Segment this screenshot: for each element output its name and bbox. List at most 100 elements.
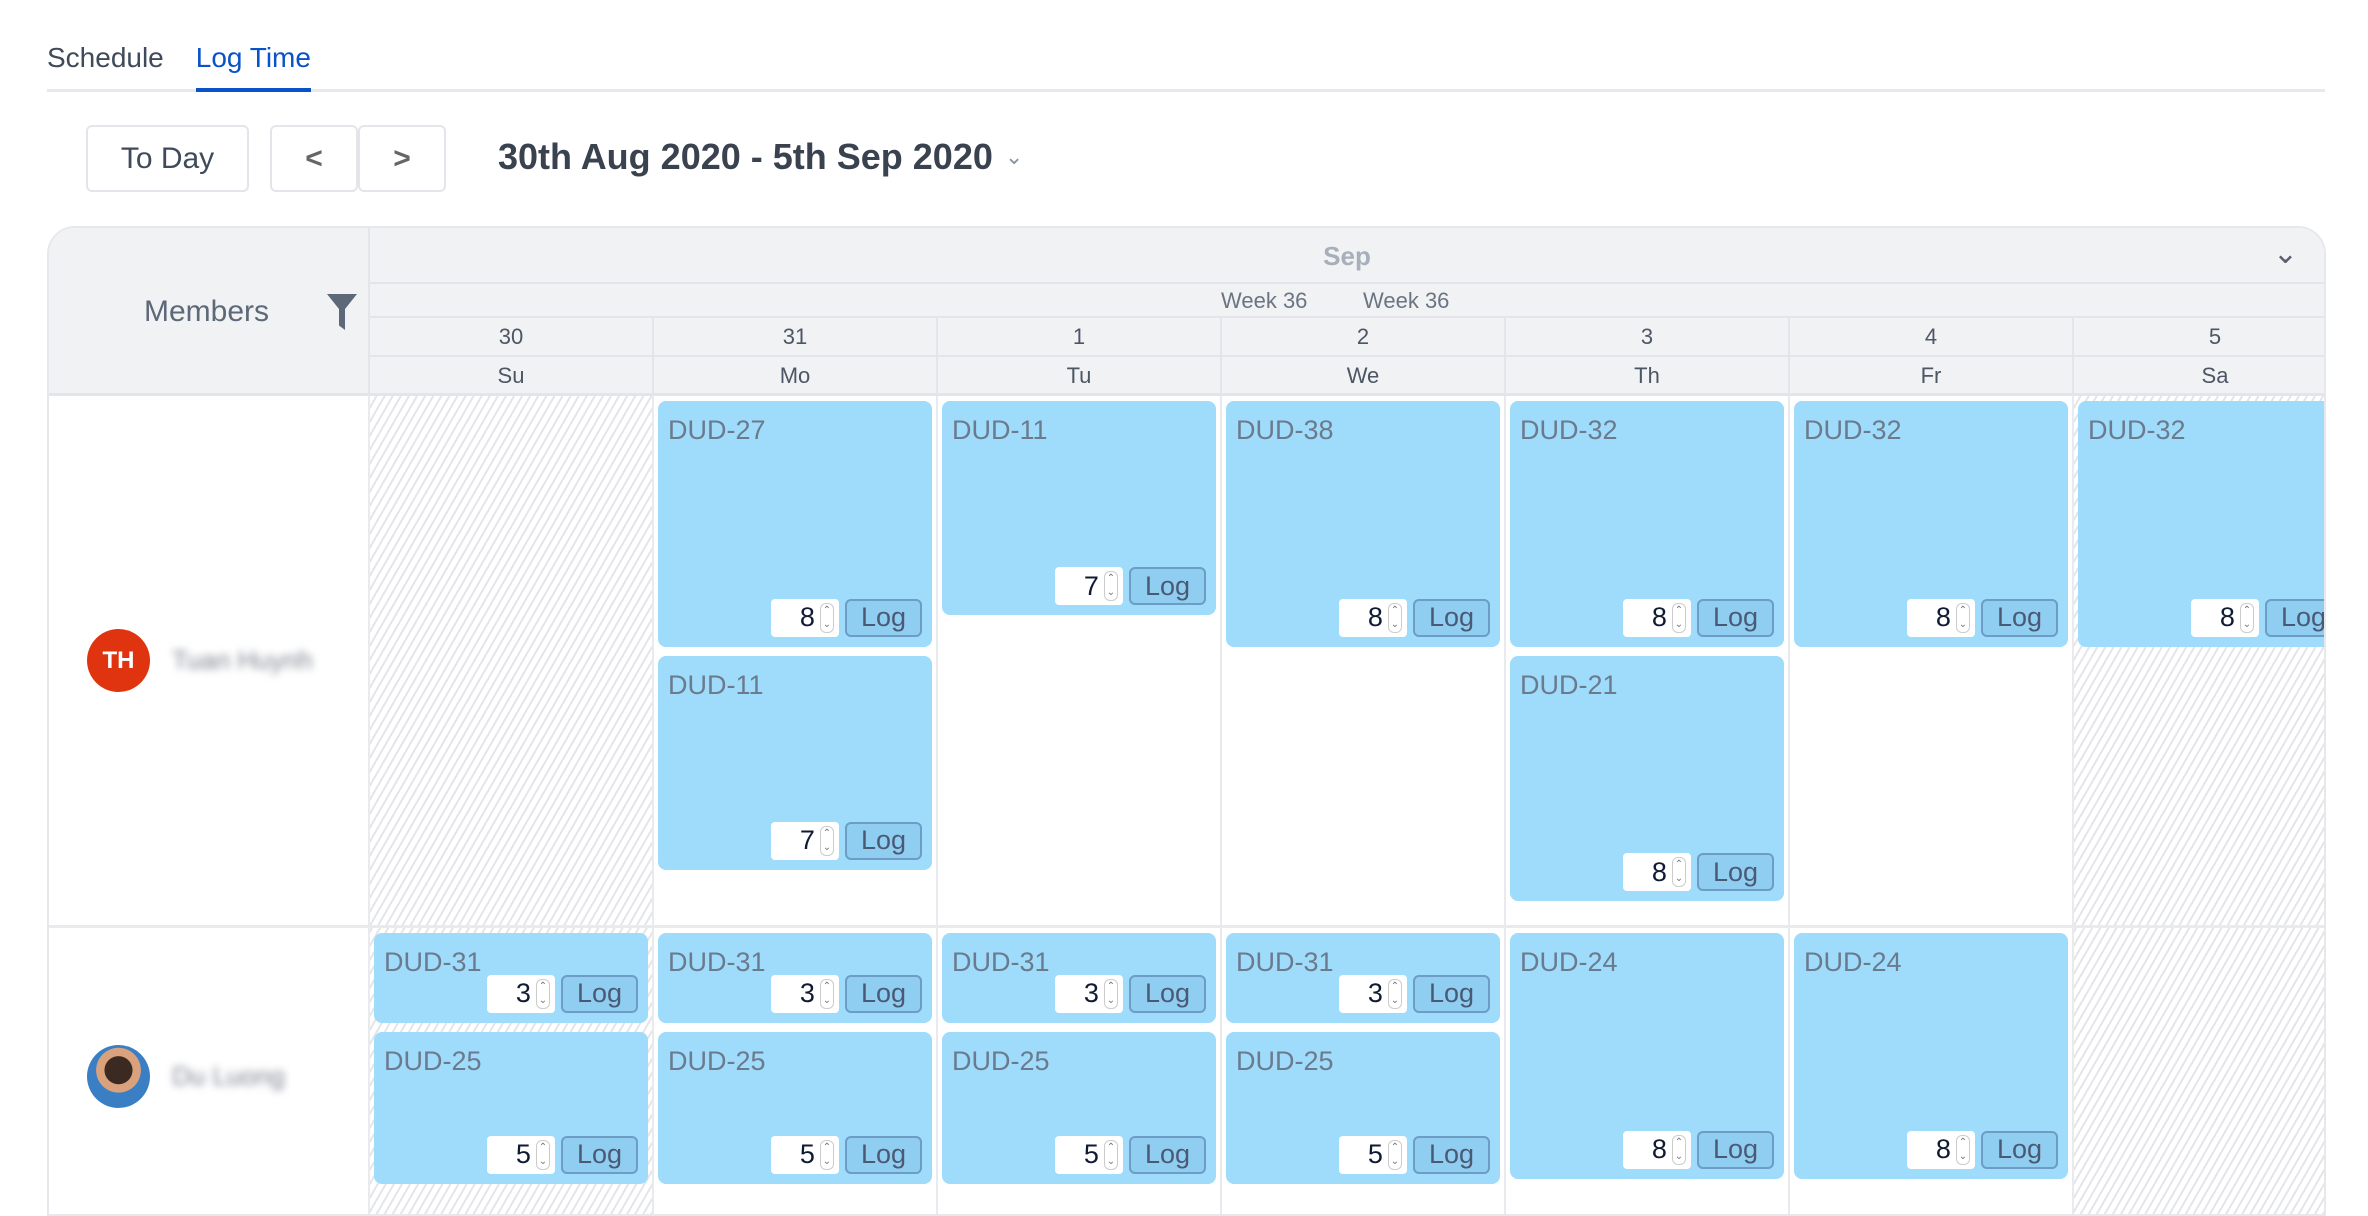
log-button[interactable]: Log: [1696, 853, 1774, 892]
log-button[interactable]: Log: [844, 974, 922, 1013]
log-button[interactable]: Log: [2264, 598, 2324, 637]
task-key: DUD-25: [952, 1045, 1050, 1076]
log-controls: 3Log: [486, 974, 638, 1013]
log-button[interactable]: Log: [844, 821, 922, 860]
hours-input[interactable]: 7: [770, 821, 839, 860]
day-cell[interactable]: DUD-11 7Log: [938, 396, 1222, 925]
hours-input[interactable]: 8: [1906, 598, 1975, 637]
chevron-down-icon: ⌄: [1004, 144, 1024, 169]
hours-input[interactable]: 3: [1054, 974, 1123, 1013]
hours-input[interactable]: 3: [770, 974, 839, 1013]
week-label: Week 36: [1363, 288, 1450, 313]
task-block[interactable]: DUD-313Log: [374, 933, 648, 1023]
day-cell[interactable]: DUD-313LogDUD-255Log: [1222, 928, 1506, 1214]
weekday-row: Su Mo Tu We Th Fr Sa: [370, 357, 2324, 396]
tab-log-time[interactable]: Log Time: [195, 38, 311, 92]
day-cell[interactable]: DUD-328LogDUD-218Log: [1506, 396, 1790, 925]
log-controls: 5Log: [770, 1135, 922, 1174]
task-block[interactable]: DUD-27 8Log: [658, 401, 932, 647]
hours-input[interactable]: 5: [770, 1135, 839, 1174]
day-cell[interactable]: DUD-32 8Log: [1790, 396, 2074, 925]
log-button[interactable]: Log: [1128, 567, 1206, 606]
day-cell[interactable]: [370, 396, 654, 925]
task-block[interactable]: DUD-11 7Log: [942, 401, 1216, 616]
member-name: Du Luong: [172, 1061, 285, 1091]
day-cell[interactable]: [2074, 928, 2324, 1214]
task-block[interactable]: DUD-24 8Log: [1794, 933, 2068, 1179]
log-button[interactable]: Log: [1128, 974, 1206, 1013]
filter-icon[interactable]: [327, 294, 357, 330]
task-block[interactable]: DUD-38 8Log: [1226, 401, 1500, 647]
log-controls: 5Log: [1338, 1135, 1490, 1174]
log-button[interactable]: Log: [844, 598, 922, 637]
task-block[interactable]: DUD-11 7Log: [658, 655, 932, 870]
log-button[interactable]: Log: [1696, 1130, 1774, 1169]
task-key: DUD-31: [384, 947, 482, 977]
hours-input[interactable]: 3: [1338, 974, 1407, 1013]
hours-input[interactable]: 8: [1622, 853, 1691, 892]
hours-input[interactable]: 7: [1054, 567, 1123, 606]
weekday-header: Th: [1506, 357, 1790, 396]
log-button[interactable]: Log: [1412, 974, 1490, 1013]
member-cell: Du Luong: [49, 928, 370, 1214]
task-key: DUD-31: [668, 947, 766, 977]
log-button[interactable]: Log: [1412, 1135, 1490, 1174]
task-key: DUD-24: [1520, 947, 1618, 977]
hours-input[interactable]: 8: [1338, 598, 1407, 637]
day-cell[interactable]: DUD-313LogDUD-255Log: [370, 928, 654, 1214]
log-button[interactable]: Log: [1696, 598, 1774, 637]
log-button[interactable]: Log: [844, 1135, 922, 1174]
day-cell[interactable]: DUD-32 8Log: [2074, 396, 2324, 925]
log-controls: 8Log: [1622, 1130, 1774, 1169]
day-cell[interactable]: DUD-38 8Log: [1222, 396, 1506, 925]
task-block[interactable]: DUD-313Log: [658, 933, 932, 1023]
hours-input[interactable]: 8: [1622, 598, 1691, 637]
task-block[interactable]: DUD-25 5Log: [658, 1031, 932, 1184]
next-week-button[interactable]: >: [358, 125, 446, 192]
hours-input[interactable]: 8: [1622, 1130, 1691, 1169]
collapse-chevron-icon[interactable]: ⌄: [2272, 237, 2298, 270]
task-block[interactable]: DUD-25 5Log: [374, 1031, 648, 1184]
avatar: TH: [87, 629, 150, 692]
day-cell[interactable]: DUD-313LogDUD-255Log: [654, 928, 938, 1214]
log-controls: 5Log: [1054, 1135, 1206, 1174]
member-row: Du LuongDUD-313LogDUD-255LogDUD-313LogDU…: [49, 928, 2324, 1214]
log-button[interactable]: Log: [1980, 1130, 2058, 1169]
task-key: DUD-31: [952, 947, 1050, 977]
prev-week-button[interactable]: <: [270, 125, 358, 192]
today-button[interactable]: To Day: [86, 125, 249, 192]
task-block[interactable]: DUD-21 8Log: [1510, 655, 1784, 902]
hours-input[interactable]: 8: [770, 598, 839, 637]
hours-input[interactable]: 8: [1906, 1130, 1975, 1169]
avatar: [87, 1045, 150, 1108]
log-controls: 7Log: [770, 821, 922, 860]
log-button[interactable]: Log: [560, 1135, 638, 1174]
hours-input[interactable]: 5: [486, 1135, 555, 1174]
task-block[interactable]: DUD-32 8Log: [2078, 401, 2324, 647]
member-cell: TH Tuan Huynh: [49, 396, 370, 925]
task-block[interactable]: DUD-32 8Log: [1510, 401, 1784, 647]
task-block[interactable]: DUD-25 5Log: [942, 1031, 1216, 1184]
date-range-picker[interactable]: 30th Aug 2020 - 5th Sep 2020 ⌄: [498, 136, 1023, 178]
task-block[interactable]: DUD-313Log: [1226, 933, 1500, 1023]
hours-input[interactable]: 8: [2190, 598, 2259, 637]
task-block[interactable]: DUD-25 5Log: [1226, 1031, 1500, 1184]
weekday-header: Sa: [2074, 357, 2324, 396]
task-block[interactable]: DUD-313Log: [942, 933, 1216, 1023]
log-button[interactable]: Log: [1412, 598, 1490, 637]
day-cell[interactable]: DUD-313LogDUD-255Log: [938, 928, 1222, 1214]
log-button[interactable]: Log: [1128, 1135, 1206, 1174]
hours-input[interactable]: 5: [1338, 1135, 1407, 1174]
hours-input[interactable]: 3: [486, 974, 555, 1013]
day-cell[interactable]: DUD-278LogDUD-117Log: [654, 396, 938, 925]
day-cell[interactable]: DUD-24 8Log: [1790, 928, 2074, 1214]
day-cell[interactable]: DUD-24 8Log: [1506, 928, 1790, 1214]
task-block[interactable]: DUD-24 8Log: [1510, 933, 1784, 1179]
tab-schedule[interactable]: Schedule: [47, 42, 164, 73]
hours-input[interactable]: 5: [1054, 1135, 1123, 1174]
log-button[interactable]: Log: [1980, 598, 2058, 637]
members-label: Members: [144, 295, 270, 328]
weekday-header: Tu: [938, 357, 1222, 396]
task-block[interactable]: DUD-32 8Log: [1794, 401, 2068, 647]
log-button[interactable]: Log: [560, 974, 638, 1013]
